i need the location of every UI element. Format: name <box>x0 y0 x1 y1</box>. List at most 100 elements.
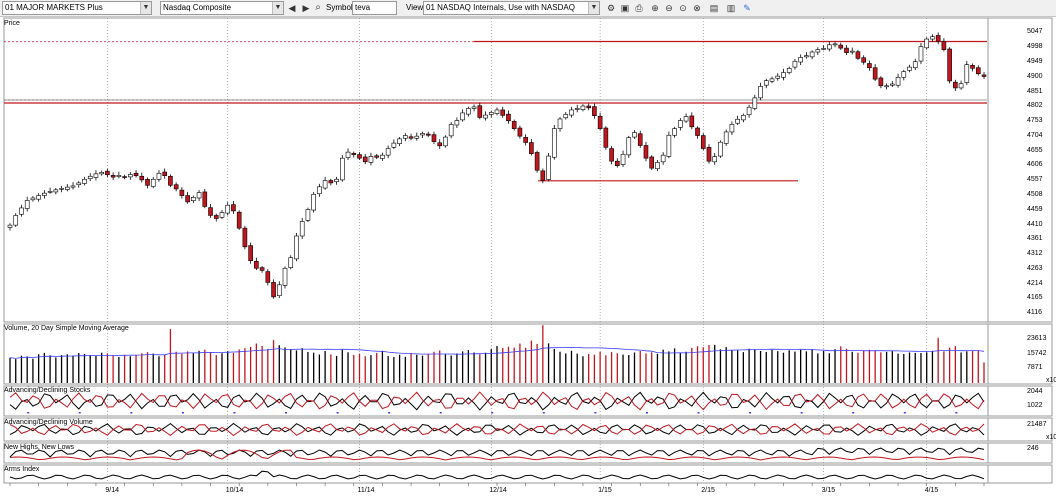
save-icon[interactable]: ▣ <box>620 3 630 13</box>
candle <box>168 175 173 186</box>
candle <box>477 105 483 118</box>
signal-dot <box>594 412 597 414</box>
view-combo[interactable]: 01 NASDAQ Internals, Use with NASDAQ ▼ <box>423 1 600 15</box>
candle <box>414 135 420 139</box>
new-highs-line <box>9 447 985 458</box>
candle <box>821 48 826 50</box>
paint-icon[interactable]: ✎ <box>743 3 751 13</box>
adv-dec-pane-title: Advancing/Declining Stocks <box>4 387 91 394</box>
candle <box>30 197 36 201</box>
candle <box>191 197 196 201</box>
candle <box>557 118 563 129</box>
candle <box>362 156 368 163</box>
symbol-list-combo[interactable]: Nasdaq Composite ▼ <box>160 1 284 15</box>
settings-icon[interactable]: ⚙ <box>606 3 616 13</box>
candle <box>655 162 660 170</box>
candle <box>798 57 803 63</box>
signal-dot <box>233 412 236 414</box>
price-axis-label: 4802 <box>1027 102 1043 110</box>
candle <box>334 178 339 182</box>
candle <box>620 153 626 165</box>
candle <box>42 192 47 196</box>
candle <box>855 51 861 59</box>
candle <box>735 118 740 124</box>
chevron-down-icon[interactable]: ▼ <box>140 2 151 14</box>
chevron-down-icon[interactable]: ▼ <box>272 2 283 14</box>
chevron-down-icon[interactable]: ▼ <box>588 2 599 14</box>
candle <box>47 191 53 193</box>
candle <box>460 112 465 121</box>
price-axis-label: 4263 <box>1027 264 1043 272</box>
arms-index-pane-title: Arms Index <box>4 466 40 473</box>
candle <box>305 209 311 221</box>
candle <box>941 41 947 50</box>
candle <box>609 148 614 162</box>
volume-axis-label: 7871 <box>1027 364 1043 372</box>
candle <box>804 55 809 58</box>
signal-dot <box>439 412 442 414</box>
candle <box>110 175 116 178</box>
candle <box>517 127 523 137</box>
forward-arrow-icon[interactable]: ▶ <box>302 3 310 13</box>
candle <box>254 261 259 269</box>
candle <box>288 257 294 268</box>
candle <box>678 120 683 128</box>
candle <box>208 207 213 216</box>
candle <box>849 50 855 53</box>
candle <box>82 178 87 184</box>
candle <box>672 128 677 136</box>
candle <box>437 142 443 147</box>
zoom-fit-icon[interactable]: ⊙ <box>679 3 687 13</box>
chart-style-icon[interactable]: ▤ <box>709 3 719 13</box>
price-axis-label: 4704 <box>1027 131 1043 139</box>
candle <box>87 175 93 179</box>
candle <box>660 154 666 163</box>
candle <box>706 147 712 162</box>
candle <box>466 108 471 115</box>
symbol-input[interactable]: teva <box>352 1 397 15</box>
candle <box>723 131 729 144</box>
candle <box>580 105 586 110</box>
chart-canvas[interactable] <box>0 17 1056 500</box>
candle <box>981 74 987 77</box>
chart-icon[interactable]: ▥ <box>726 3 736 13</box>
candle <box>448 124 454 137</box>
price-axis-label: 4361 <box>1027 235 1043 243</box>
candle <box>282 267 288 286</box>
candle <box>105 170 110 176</box>
date-axis-label: 1/15 <box>598 487 612 494</box>
candle <box>975 67 981 75</box>
zoom-out-icon[interactable]: ⊖ <box>665 3 673 13</box>
zoom-reset-icon[interactable]: ⊗ <box>693 3 701 13</box>
advancing-stocks-line <box>9 391 985 411</box>
print-icon[interactable]: ⎙ <box>635 3 643 13</box>
candle <box>219 212 225 218</box>
candle <box>328 180 334 184</box>
candle <box>775 75 781 79</box>
candle <box>139 175 145 181</box>
candle <box>7 224 13 228</box>
advancing-volume-line <box>9 422 985 436</box>
candle <box>895 77 901 86</box>
adv-dec-volume-axis-label: 21487 <box>1027 421 1047 428</box>
candle <box>924 38 930 49</box>
candle <box>901 71 907 78</box>
candle <box>213 215 219 219</box>
back-arrow-icon[interactable]: ◀ <box>288 3 296 13</box>
candle <box>231 204 236 212</box>
signal-dot <box>388 412 391 414</box>
candle <box>632 132 637 138</box>
price-axis-label: 5047 <box>1027 28 1043 36</box>
layout-combo[interactable]: 01 MAJOR MARKETS Plus ▼ <box>2 1 152 15</box>
view-label: View: <box>406 3 426 12</box>
symbol-list-value: Nasdaq Composite <box>163 3 232 12</box>
signal-dot <box>749 412 752 414</box>
signal-dot <box>181 412 184 414</box>
binoculars-icon[interactable]: ⌕ <box>315 2 321 13</box>
zoom-in-icon[interactable]: ⊕ <box>651 3 659 13</box>
price-axis-label: 4606 <box>1027 161 1043 169</box>
candle <box>884 85 889 88</box>
candle <box>380 154 385 159</box>
volume-moving-average <box>9 346 985 359</box>
arms-index-line <box>9 470 985 480</box>
